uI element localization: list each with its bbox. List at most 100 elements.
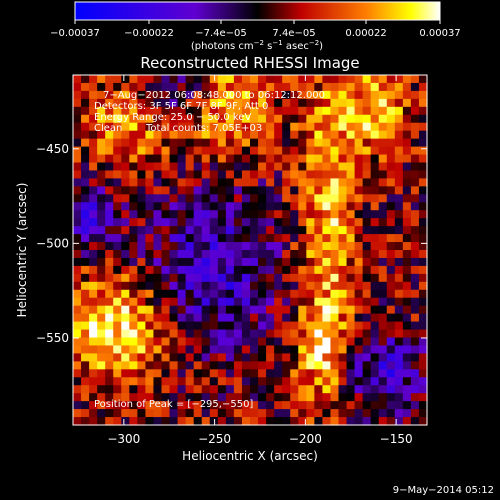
- heatmap-cell: [137, 90, 147, 100]
- heatmap-cell: [137, 329, 147, 339]
- heatmap-cell: [89, 218, 98, 227]
- heatmap-cell: [250, 178, 259, 187]
- heatmap-cell: [306, 417, 315, 426]
- heatmap-cell: [241, 305, 251, 315]
- heatmap-cell: [282, 178, 291, 187]
- heatmap-cell: [330, 257, 340, 267]
- heatmap-cell: [394, 162, 404, 172]
- heatmap-cell: [209, 170, 219, 179]
- heatmap-cell: [201, 242, 211, 251]
- heatmap-cell: [354, 122, 364, 132]
- heatmap-cell: [209, 226, 219, 235]
- heatmap-cell: [217, 170, 227, 179]
- heatmap-cell: [145, 329, 155, 339]
- heatmap-cell: [185, 130, 195, 140]
- heatmap-cell: [209, 82, 219, 92]
- heatmap-cell: [97, 194, 106, 203]
- heatmap-cell: [250, 106, 259, 116]
- heatmap-cell: [241, 98, 251, 108]
- heatmap-cell: [145, 305, 155, 315]
- heatmap-cell: [121, 114, 130, 124]
- heatmap-cell: [298, 170, 307, 179]
- heatmap-cell: [177, 289, 187, 299]
- heatmap-cell: [201, 337, 211, 347]
- heatmap-cell: [113, 353, 122, 362]
- heatmap-cell: [306, 345, 315, 354]
- heatmap-cell: [97, 114, 106, 124]
- heatmap-cell: [209, 138, 219, 148]
- heatmap-cell: [105, 250, 114, 259]
- heatmap-cell: [298, 409, 307, 418]
- heatmap-cell: [370, 321, 380, 331]
- heatmap-cell: [394, 250, 404, 259]
- x-tick-label: −150: [380, 432, 413, 446]
- heatmap-cell: [402, 178, 412, 187]
- heatmap-cell: [266, 345, 275, 354]
- heatmap-cell: [378, 170, 388, 179]
- heatmap-cell: [258, 130, 267, 140]
- heatmap-cell: [105, 337, 114, 347]
- heatmap-cell: [346, 313, 356, 323]
- heatmap-cell: [121, 194, 130, 203]
- heatmap-cell: [241, 313, 251, 323]
- heatmap-cell: [105, 194, 114, 203]
- heatmap-cell: [386, 321, 396, 331]
- heatmap-cell: [177, 138, 187, 148]
- heatmap-cell: [298, 162, 307, 172]
- heatmap-cell: [338, 106, 348, 116]
- heatmap-cell: [410, 210, 420, 219]
- heatmap-cell: [73, 257, 82, 267]
- heatmap-cell: [314, 337, 324, 347]
- heatmap-cell: [169, 226, 179, 235]
- heatmap-cell: [169, 218, 179, 227]
- heatmap-cell: [410, 289, 420, 299]
- heatmap-cell: [129, 281, 138, 291]
- heatmap-cell: [97, 289, 106, 299]
- heatmap-cell: [378, 146, 388, 156]
- heatmap-cell: [282, 82, 291, 92]
- heatmap-cell: [298, 250, 307, 259]
- heatmap-cell: [250, 361, 259, 370]
- heatmap-cell: [145, 377, 155, 386]
- heatmap-cell: [402, 226, 412, 235]
- heatmap-cell: [225, 417, 235, 426]
- heatmap-cell: [394, 178, 404, 187]
- heatmap-cell: [282, 202, 291, 211]
- heatmap-cell: [217, 194, 227, 203]
- heatmap-cell: [217, 417, 227, 426]
- heatmap-cell: [209, 210, 219, 219]
- heatmap-cell: [402, 186, 412, 195]
- heatmap-cell: [217, 75, 227, 84]
- heatmap-cell: [258, 321, 267, 331]
- heatmap-cell: [290, 345, 299, 354]
- heatmap-cell: [177, 178, 187, 187]
- heatmap-cell: [410, 178, 420, 187]
- heatmap-cell: [378, 138, 388, 148]
- heatmap-cell: [370, 345, 380, 354]
- heatmap-cell: [290, 385, 299, 394]
- heatmap-cell: [113, 401, 122, 410]
- heatmap-cell: [201, 329, 211, 339]
- heatmap-cell: [105, 186, 114, 195]
- heatmap-cell: [354, 353, 364, 362]
- heatmap-cell: [402, 305, 412, 315]
- heatmap-cell: [354, 186, 364, 195]
- heatmap-cell: [185, 226, 195, 235]
- heatmap-cell: [330, 162, 340, 172]
- heatmap-cell: [177, 242, 187, 251]
- heatmap-cell: [258, 154, 267, 164]
- heatmap-cell: [306, 353, 315, 362]
- heatmap-cell: [161, 297, 171, 307]
- heatmap-cell: [338, 234, 348, 243]
- heatmap-cell: [330, 75, 340, 84]
- heatmap-cell: [418, 82, 428, 92]
- heatmap-cell: [322, 417, 332, 426]
- colorbar-tick-label: −0.00037: [50, 28, 100, 39]
- heatmap-cell: [129, 289, 138, 299]
- heatmap-cell: [217, 289, 227, 299]
- info-total-counts: Total counts: 7.05E+03: [145, 123, 262, 134]
- heatmap-cell: [233, 106, 243, 116]
- heatmap-cell: [81, 75, 90, 84]
- heatmap-cell: [137, 186, 147, 195]
- heatmap-cell: [418, 345, 428, 354]
